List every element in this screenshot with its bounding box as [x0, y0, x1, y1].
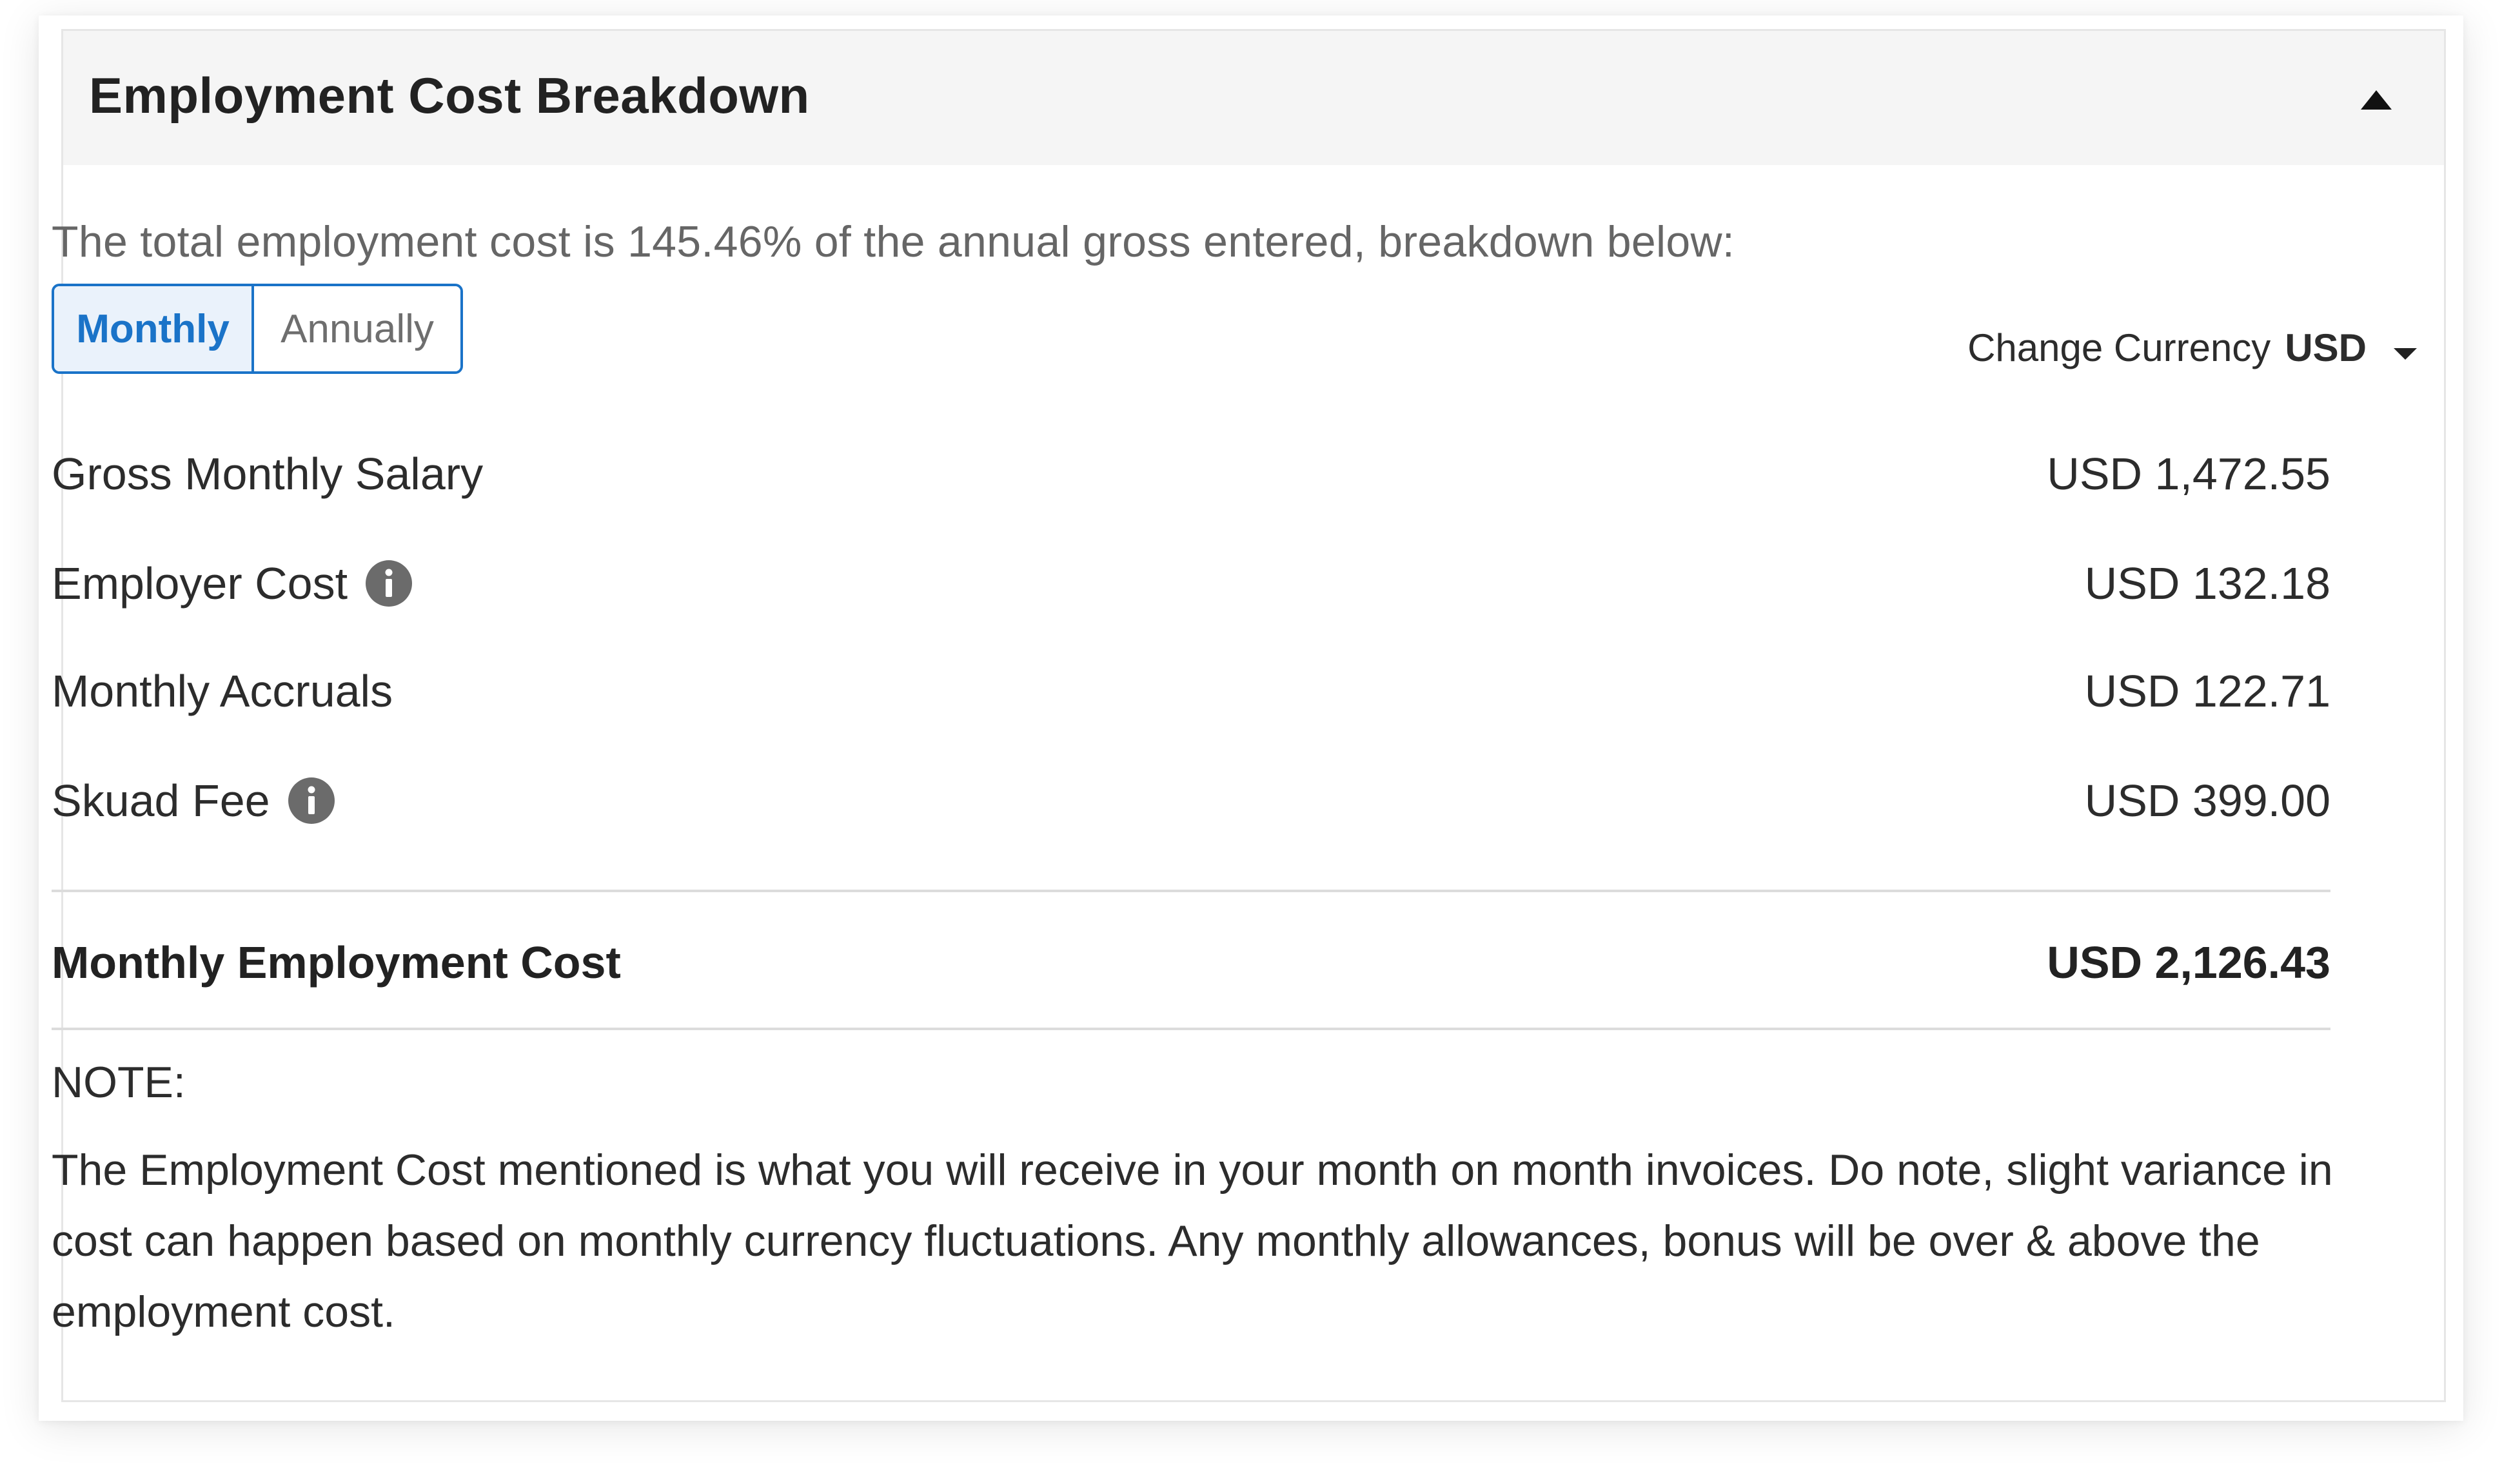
note-title: NOTE: — [52, 1058, 186, 1107]
currency-code: USD — [2285, 326, 2367, 369]
row-label: Monthly Accruals — [52, 666, 393, 716]
breakdown-row-employer-cost: Employer Cost USD 132.18 — [52, 551, 2330, 616]
breakdown-row-gross-salary: Gross Monthly Salary USD 1,472.55 — [52, 442, 2330, 506]
row-label: Skuad Fee — [52, 776, 270, 826]
row-label: Gross Monthly Salary — [52, 449, 484, 499]
info-icon[interactable] — [287, 776, 336, 825]
breakdown-row-skuad-fee: Skuad Fee USD 399.00 — [52, 768, 2330, 833]
toggle-annually[interactable]: Annually — [254, 286, 460, 371]
row-value: USD 1,472.55 — [2047, 449, 2330, 499]
caret-up-icon[interactable] — [2357, 83, 2396, 115]
divider — [52, 1028, 2330, 1030]
period-toggle: Monthly Annually — [52, 284, 463, 374]
total-label: Monthly Employment Cost — [52, 937, 621, 988]
employment-cost-card: Employment Cost Breakdown — [61, 29, 2446, 1402]
note-body: The Employment Cost mentioned is what yo… — [52, 1146, 2333, 1336]
info-icon[interactable] — [364, 559, 413, 608]
currency-selector[interactable]: Change Currency USD — [1967, 326, 2418, 370]
card-title: Employment Cost Breakdown — [89, 67, 810, 124]
intro-text: The total employment cost is 145.46% of … — [52, 217, 1735, 266]
card-header[interactable]: Employment Cost Breakdown — [63, 31, 2444, 165]
currency-label: Change Currency — [1967, 326, 2271, 369]
row-value: USD 399.00 — [2084, 776, 2330, 826]
caret-down-icon — [2392, 326, 2418, 370]
toggle-monthly[interactable]: Monthly — [54, 286, 254, 371]
row-label: Employer Cost — [52, 558, 348, 609]
total-value: USD 2,126.43 — [2047, 937, 2330, 988]
row-value: USD 122.71 — [2084, 666, 2330, 716]
total-row: Monthly Employment Cost USD 2,126.43 — [52, 930, 2330, 995]
divider — [52, 890, 2330, 892]
row-value: USD 132.18 — [2084, 558, 2330, 609]
breakdown-row-monthly-accruals: Monthly Accruals USD 122.71 — [52, 659, 2330, 723]
